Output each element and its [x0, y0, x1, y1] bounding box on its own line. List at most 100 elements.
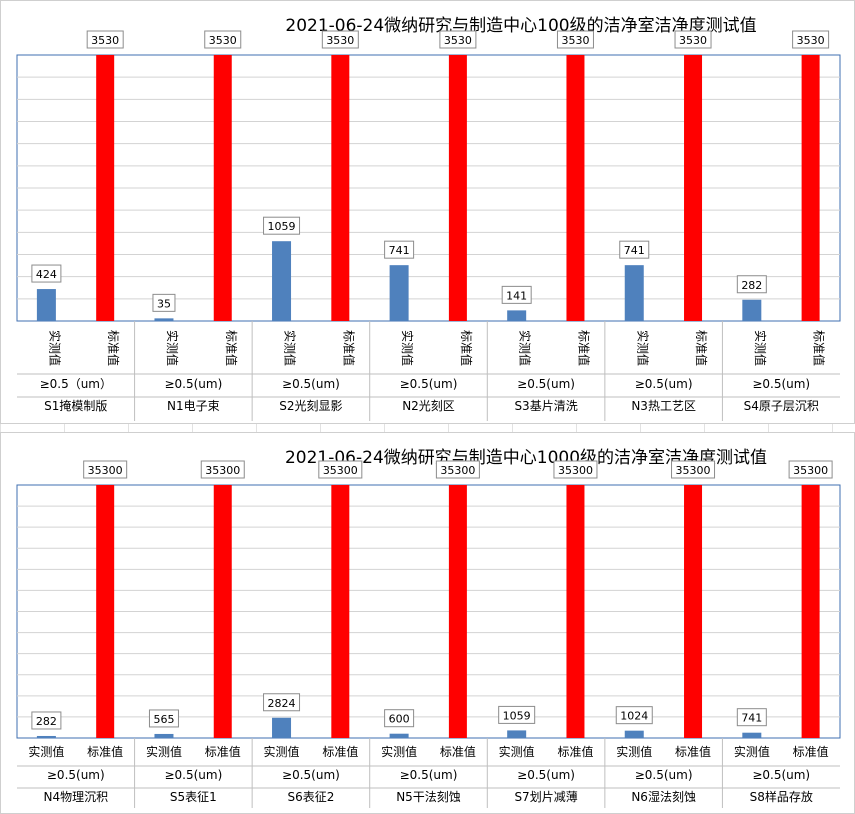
bar-standard [331, 485, 350, 738]
data-label-box [263, 693, 301, 712]
particle-size-label: ≥0.5(um) [635, 377, 693, 391]
bar-standard [213, 485, 232, 738]
chart-title: 2021-06-24微纳研究与制造中心100级的洁净室洁净度测试值 [285, 16, 756, 36]
data-label: 565 [153, 713, 174, 726]
data-label-box [148, 709, 179, 728]
series-label-measured: 实测值 [146, 744, 182, 759]
data-label: 741 [624, 244, 645, 257]
data-label-box [615, 706, 653, 725]
series-label-standard: 标准值 [812, 330, 827, 366]
data-label: 35300 [676, 464, 711, 477]
data-label-box [263, 216, 301, 235]
data-label: 3530 [91, 34, 119, 47]
particle-size-label: ≥0.5(um) [282, 377, 340, 391]
bar-measured [154, 733, 174, 738]
data-label-box [792, 30, 830, 49]
data-label: 282 [741, 279, 762, 292]
data-label-box [674, 30, 712, 49]
data-label: 141 [506, 289, 527, 302]
series-label-measured: 实测值 [616, 744, 652, 759]
bar-measured [36, 289, 56, 321]
category-label: S5表征1 [170, 790, 217, 804]
data-label: 1024 [620, 710, 648, 723]
bar-measured [742, 732, 762, 738]
data-label-box [384, 240, 415, 259]
series-label-measured: 实测值 [499, 744, 535, 759]
category-label: N5干法刻蚀 [396, 790, 461, 804]
data-label: 2824 [268, 697, 296, 710]
series-label-standard: 标准值 [205, 744, 241, 759]
particle-size-label: ≥0.5(um) [164, 768, 222, 782]
chart-panel-class100[interactable]: 2021-06-24微纳研究与制造中心100级的洁净室洁净度测试值 424 3530… [0, 0, 855, 424]
category-label: N6湿法刻蚀 [631, 789, 696, 804]
chart-title: 2021-06-24微纳研究与制造中心1000级的洁净室洁净度测试值 [285, 448, 767, 468]
data-label-box [788, 460, 833, 479]
data-label: 3530 [209, 34, 237, 47]
series-label-measured: 实测值 [753, 330, 768, 366]
category-label: S3基片清洗 [514, 399, 577, 413]
data-label: 35300 [88, 464, 123, 477]
data-label: 1059 [503, 709, 531, 722]
category-label: N2光刻区 [402, 399, 455, 413]
data-label: 1059 [268, 220, 296, 233]
bar-standard [801, 55, 820, 321]
category-label: S7划片减薄 [514, 789, 577, 804]
series-label-standard: 标准值 [675, 744, 711, 759]
particle-size-label: ≥0.5(um) [517, 768, 575, 782]
category-label: N3热工艺区 [631, 399, 696, 413]
bar-measured [389, 733, 409, 738]
data-label-box [439, 30, 477, 49]
particle-size-label: ≥0.5(um) [164, 377, 222, 391]
bar-standard [566, 55, 585, 321]
particle-size-label: ≥0.5(um) [752, 768, 810, 782]
data-label-box [86, 30, 124, 49]
data-label-box [556, 30, 594, 49]
data-label: 35300 [793, 464, 828, 477]
category-label: N1电子束 [167, 399, 220, 413]
data-label-box [498, 705, 536, 724]
category-label: N4物理沉积 [43, 790, 108, 804]
series-label-measured: 实测值 [264, 744, 300, 759]
data-label-box [31, 264, 62, 283]
bar-standard [331, 55, 350, 321]
data-label: 741 [741, 712, 762, 725]
data-label: 424 [36, 268, 57, 281]
particle-size-label: ≥0.5(um) [400, 377, 458, 391]
series-label-measured: 实测值 [518, 330, 533, 366]
series-label-standard: 标准值 [793, 744, 829, 759]
data-label-box [501, 285, 532, 304]
particle-size-label: ≥0.5（um） [40, 377, 112, 391]
data-label: 3530 [797, 34, 825, 47]
bar-measured [507, 730, 527, 738]
data-label: 35300 [440, 464, 475, 477]
bar-measured [389, 265, 409, 321]
chart-class100-svg: 2021-06-24微纳研究与制造中心100级的洁净室洁净度测试值 424 3530… [16, 16, 841, 421]
chart-panel-class1000[interactable]: 2021-06-24微纳研究与制造中心1000级的洁净室洁净度测试值 282 353… [0, 432, 855, 814]
data-label-box [152, 293, 176, 312]
series-label-standard: 标准值 [341, 330, 356, 366]
series-label-measured: 实测值 [165, 330, 180, 366]
category-label: S4原子层沉积 [744, 399, 819, 413]
data-label: 3530 [444, 34, 472, 47]
series-label-standard: 标准值 [440, 744, 476, 759]
particle-size-label: ≥0.5(um) [47, 768, 105, 782]
data-label: 741 [389, 244, 410, 257]
series-label-measured: 实测值 [28, 744, 64, 759]
data-label-box [204, 30, 242, 49]
category-label: S1掩模制版 [44, 399, 107, 413]
bar-standard [96, 485, 115, 738]
data-label: 35300 [323, 464, 358, 477]
bar-standard [448, 55, 467, 321]
series-label-standard: 标准值 [224, 330, 239, 366]
data-label: 3530 [679, 34, 707, 47]
data-label: 600 [389, 713, 410, 726]
bar-standard [213, 55, 232, 321]
series-label-standard: 标准值 [557, 744, 593, 759]
data-label-box [384, 709, 415, 728]
data-label-box [83, 460, 128, 479]
data-label: 282 [36, 715, 57, 728]
data-label: 3530 [326, 34, 354, 47]
bar-measured [507, 310, 527, 321]
series-label-measured: 实测值 [47, 330, 62, 366]
category-label: S6表征2 [287, 790, 334, 804]
